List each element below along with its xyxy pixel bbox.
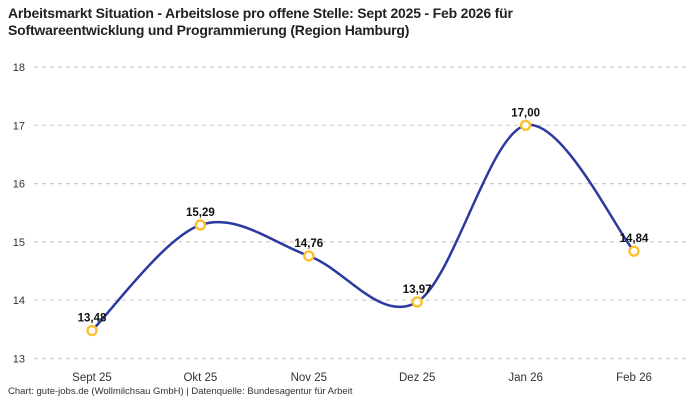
data-point-marker[interactable] — [628, 245, 640, 257]
data-point-label: 14,84 — [620, 233, 649, 245]
x-axis-tick-label: Okt 25 — [183, 372, 217, 384]
x-axis-tick-label: Feb 26 — [616, 372, 652, 384]
data-point-label: 13,48 — [78, 313, 107, 325]
chart-title: Arbeitsmarkt Situation - Arbeitslose pro… — [8, 5, 513, 38]
x-axis-tick-label: Jan 26 — [508, 372, 543, 384]
data-point-marker[interactable] — [86, 324, 98, 337]
y-axis-tick-label: 16 — [13, 179, 25, 191]
data-point-label: 13,97 — [403, 284, 432, 296]
data-point-marker[interactable] — [194, 219, 207, 231]
data-point-label: 17,00 — [511, 107, 540, 119]
data-point-marker[interactable] — [411, 296, 423, 308]
y-axis-tick-label: 15 — [13, 237, 25, 249]
y-axis-tick-label: 17 — [13, 120, 25, 132]
x-axis-tick-label: Sept 25 — [72, 372, 112, 384]
y-axis-tick-label: 14 — [13, 295, 25, 307]
line-series — [90, 124, 636, 332]
y-axis-tick-label: 18 — [13, 62, 25, 74]
data-point-label: 15,29 — [186, 207, 215, 219]
x-axis-tick-label: Dez 25 — [399, 372, 435, 384]
chart-credit-footer: Chart: gute-jobs.de (Wollmilchsau GmbH) … — [8, 386, 353, 397]
data-point-marker[interactable] — [519, 119, 532, 132]
y-axis-tick-label: 13 — [13, 354, 25, 366]
data-point-marker[interactable] — [303, 250, 315, 262]
data-point-label: 14,76 — [294, 238, 323, 250]
x-axis-tick-label: Nov 25 — [291, 372, 327, 384]
